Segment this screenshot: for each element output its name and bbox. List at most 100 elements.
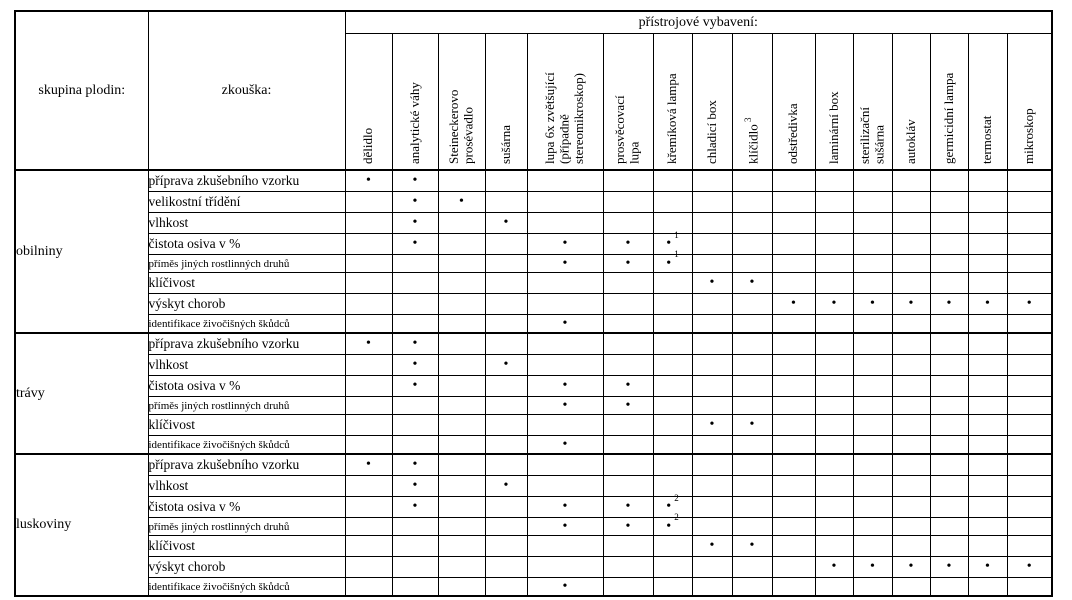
mark-cell [691,354,733,376]
equipment-column-label: chladicí box [703,100,719,164]
equipment-column-label: prosvěcovací lupa [612,95,642,164]
mark-cell [1006,414,1053,436]
table-row: vlhkost • • [15,354,1053,376]
mark-cell [967,314,1008,334]
mark-cell [967,254,1008,273]
mark-cell [891,354,931,376]
mark-cell: • [967,293,1008,315]
test-name-cell: identifikace živočišných škůdců [147,577,346,597]
mark-cell [814,212,854,234]
mark-cell [344,535,393,557]
test-name-cell: čistota osiva v % [147,375,346,397]
mark-cell [484,375,528,397]
mark-cell [344,517,393,536]
equipment-column-label: autokláv [902,119,918,164]
mark-cell [437,212,486,234]
mark-cell: • [929,556,969,578]
mark-cell [731,169,773,192]
mark-cell [771,396,816,415]
mark-cell [891,254,931,273]
table-row: obilniny příprava zkušebního vzorku • • [14,169,1053,334]
mark-cell [526,191,604,213]
mark-cell [891,212,931,234]
mark-cell: • [891,556,931,578]
mark-cell [344,191,393,213]
mark-cell [891,233,931,255]
dot-mark: • [1026,559,1032,574]
mark-cell [967,191,1008,213]
mark-cell [437,435,486,455]
mark-cell: • [526,375,604,397]
test-name-cell: výskyt chorob [147,556,346,578]
equipment-matrix-table: skupina plodin: zkouška: přístrojové vyb… [14,10,1053,597]
mark-cell [731,354,773,376]
mark-cell [344,212,393,234]
mark-cell [771,517,816,536]
mark-cell [652,169,693,192]
mark-cell [602,435,654,455]
dot-mark: • [985,296,990,311]
dot-mark: • [709,275,715,290]
mark-cell [891,577,931,597]
mark-cell: • [391,233,439,255]
table-row: klíčivost • • [15,414,1053,436]
mark-cell [526,272,604,294]
mark-cell: • [691,535,733,557]
dot-mark: • [412,215,418,230]
mark-cell [891,396,931,415]
mark-cell [929,191,969,213]
mark-cell [771,314,816,334]
mark-cell: • [391,212,439,234]
mark-cell [731,254,773,273]
test-name-cell: klíčivost [147,414,346,436]
mark-cell: • [602,496,654,518]
mark-cell [1006,475,1053,497]
mark-cell [344,293,393,315]
mark-cell [929,212,969,234]
mark-cell [967,535,1008,557]
mark-cell [731,475,773,497]
mark-cell [391,535,439,557]
mark-cell [1006,332,1053,355]
mark-cell [602,332,654,355]
equipment-column-header: sušárna [484,33,528,171]
mark-cell [602,169,654,192]
equipment-column-header: křemíková lampa [652,33,693,171]
test-name-cell: výskyt chorob [147,293,346,315]
mark-cell: • [891,293,931,315]
mark-cell [1006,212,1053,234]
mark-cell [814,375,854,397]
mark-cell [652,535,693,557]
mark-cell [771,212,816,234]
mark-cell [1006,375,1053,397]
dot-mark: • [625,499,631,514]
mark-cell: •2 [652,513,693,536]
mark-cell [344,314,393,334]
mark-cell [731,496,773,518]
mark-cell [602,272,654,294]
mark-cell [437,314,486,334]
mark-cell [602,354,654,376]
crop-group-cell: trávy [14,332,149,455]
mark-cell [967,496,1008,518]
mark-cell: • [967,556,1008,578]
mark-cell [484,332,528,355]
test-name-cell: čistota osiva v % [147,496,346,518]
mark-cell [891,375,931,397]
mark-cell [484,233,528,255]
dot-footnote-superscript: 2 [674,512,679,523]
mark-cell [344,577,393,597]
mark-cell [852,191,893,213]
mark-cell [771,577,816,597]
equipment-column-header: autokláv [891,33,931,171]
mark-cell [891,314,931,334]
dot-mark: • [709,538,715,553]
equipment-column-label: odstředivka [785,103,801,164]
dot-mark: • [666,518,672,534]
mark-cell [652,191,693,213]
mark-cell [652,354,693,376]
dot-mark: • [562,499,568,514]
dot-mark: • [625,378,631,393]
equipment-column-header: sterilizační sušárna [852,33,893,171]
dot-footnote-superscript: 1 [674,229,679,240]
